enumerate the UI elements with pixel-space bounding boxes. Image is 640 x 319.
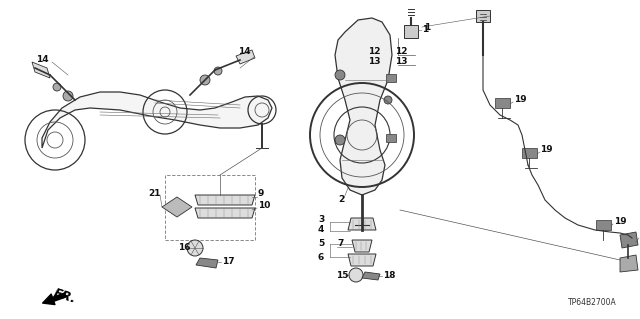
Polygon shape [522,148,537,158]
Text: 19: 19 [614,218,627,226]
Text: 13: 13 [395,57,408,66]
Circle shape [53,83,61,91]
Text: 5: 5 [318,239,324,248]
Circle shape [349,268,363,282]
Polygon shape [620,255,638,272]
Circle shape [200,75,210,85]
Polygon shape [352,240,372,252]
Circle shape [63,91,73,101]
Text: 13: 13 [368,57,381,66]
Text: 12: 12 [395,48,408,56]
Polygon shape [195,208,255,218]
Polygon shape [335,18,392,195]
Polygon shape [42,92,272,148]
Text: 19: 19 [514,95,527,105]
Circle shape [335,135,345,145]
Text: FR.: FR. [52,286,78,306]
Text: 15: 15 [336,271,349,279]
Text: 12: 12 [368,48,381,56]
Text: 2: 2 [338,196,344,204]
Text: 17: 17 [222,257,235,266]
Polygon shape [348,254,376,266]
Text: 7: 7 [337,240,344,249]
Polygon shape [476,10,490,22]
Circle shape [384,96,392,104]
Polygon shape [596,220,611,230]
Polygon shape [196,258,218,268]
Polygon shape [348,218,376,230]
Text: 21: 21 [148,189,161,197]
Text: 9: 9 [258,189,264,197]
Text: 4: 4 [318,226,324,234]
FancyArrowPatch shape [43,293,66,305]
Text: 1: 1 [422,26,428,34]
Text: 3: 3 [318,216,324,225]
Text: 14: 14 [238,48,251,56]
Circle shape [335,70,345,80]
Polygon shape [236,50,255,64]
Text: 10: 10 [258,201,270,210]
Polygon shape [386,74,396,82]
Polygon shape [386,134,396,142]
Polygon shape [32,62,50,78]
Text: 16: 16 [178,243,191,253]
Bar [165,175,255,240]
Polygon shape [162,197,192,217]
Text: 1: 1 [424,23,430,32]
Polygon shape [362,272,380,280]
Text: TP64B2700A: TP64B2700A [568,298,616,307]
Text: 6: 6 [318,254,324,263]
Polygon shape [404,25,418,38]
Text: 19: 19 [540,145,552,154]
Polygon shape [620,232,638,248]
Polygon shape [195,195,255,205]
Circle shape [187,240,203,256]
Text: 18: 18 [383,271,396,279]
Text: 14: 14 [36,56,49,64]
Polygon shape [495,98,510,108]
Circle shape [214,67,222,75]
